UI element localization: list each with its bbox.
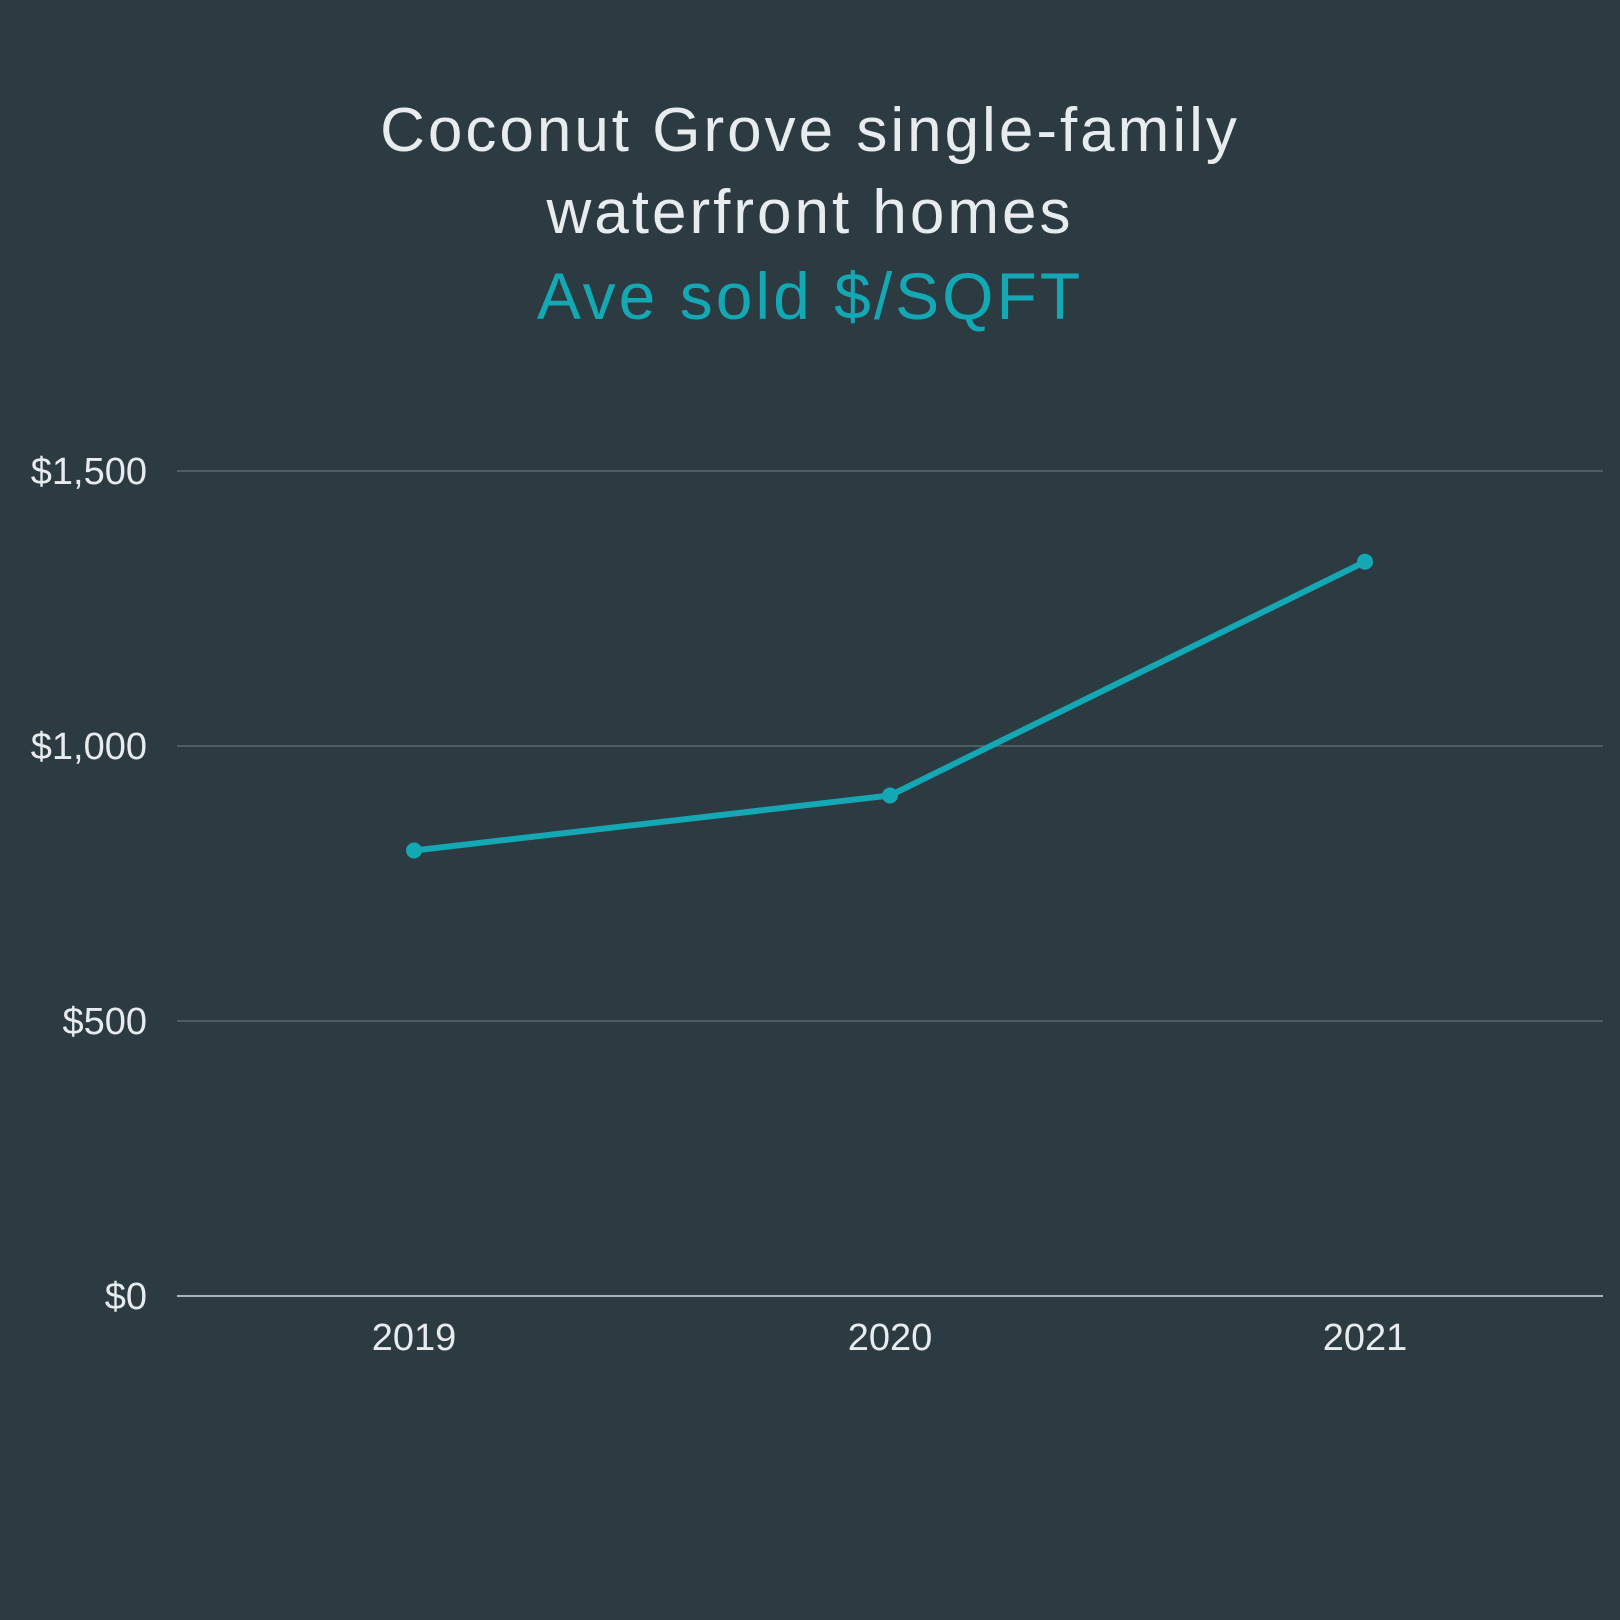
y-tick-label: $1,500 — [31, 451, 147, 493]
data-point — [1357, 553, 1373, 570]
grid-layer — [177, 470, 1603, 1297]
x-axis-ticks: 2019 2020 2021 — [372, 1317, 1408, 1359]
x-tick-label: 2021 — [1323, 1317, 1408, 1359]
y-tick-label: $500 — [62, 1001, 147, 1043]
y-tick-label: $0 — [105, 1276, 147, 1318]
series-line — [411, 558, 1368, 854]
series-layer — [406, 553, 1373, 859]
x-tick-label: 2020 — [848, 1317, 933, 1359]
title-block: Coconut Grove single-family waterfront h… — [0, 90, 1620, 338]
y-axis-ticks: $0 $500 $1,000 $1,500 — [31, 451, 147, 1318]
chart-title-line-2: waterfront homes — [546, 178, 1074, 247]
chart-subtitle: Ave sold $/SQFT — [536, 259, 1084, 333]
chart-title-line-1: Coconut Grove single-family — [380, 96, 1240, 165]
data-point — [406, 842, 422, 859]
x-tick-label: 2019 — [372, 1317, 457, 1359]
data-point — [882, 787, 898, 804]
y-tick-label: $1,000 — [31, 726, 147, 768]
